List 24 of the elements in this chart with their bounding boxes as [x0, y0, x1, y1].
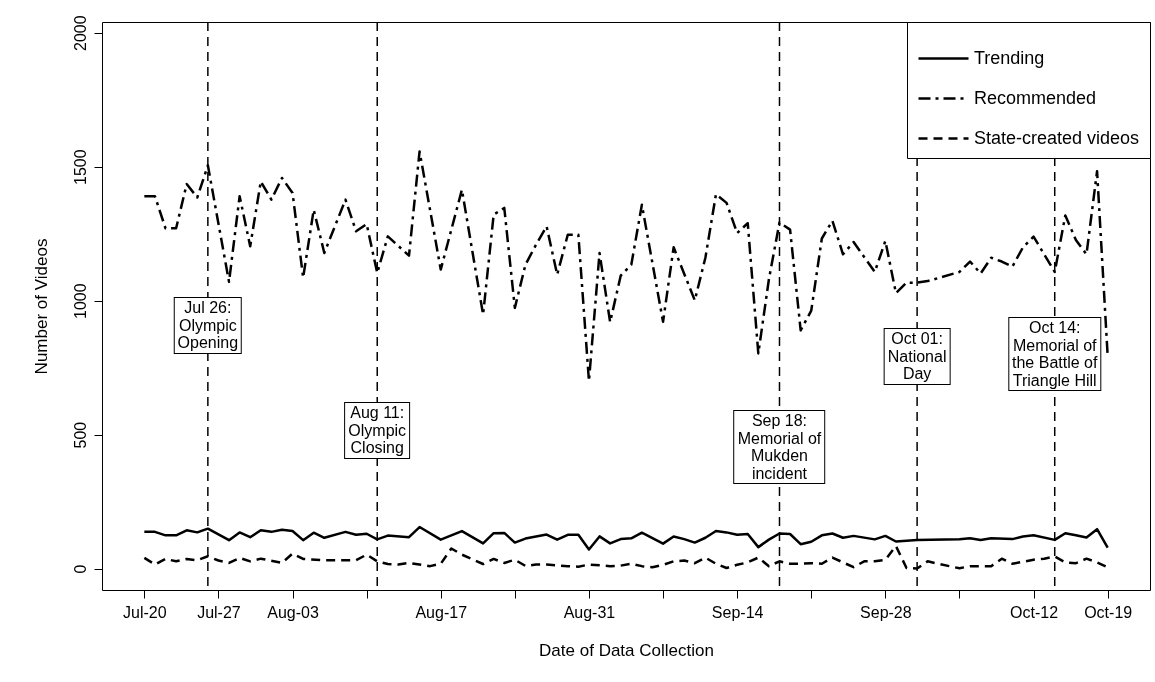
- ref-line-label: Sep 18: Memorial of Mukden incident: [733, 410, 826, 485]
- x-tick-label: Oct-19: [1084, 603, 1133, 621]
- y-tick-label: 2000: [71, 15, 89, 52]
- ref-line-label: Oct 14: Memorial of the Battle of Triangle Hill: [1008, 317, 1102, 392]
- y-tick-label: 1500: [71, 149, 89, 185]
- x-tick-label: Oct-12: [1010, 603, 1059, 621]
- y-axis-title: Number of Videos: [31, 238, 51, 375]
- ref-line-label: Aug 11: Olympic Closing: [344, 402, 411, 459]
- y-tick-label: 1000: [71, 283, 89, 319]
- x-tick-label: Aug-31: [563, 603, 616, 621]
- x-tick-label: Jul-27: [197, 603, 241, 621]
- y-tick-label: 0: [71, 564, 89, 574]
- x-tick-label: Aug-17: [415, 603, 468, 621]
- legend-label: State-created videos: [974, 127, 1140, 148]
- legend-label: Recommended: [974, 87, 1097, 108]
- ref-line-label: Jul 26: Olympic Opening: [173, 297, 243, 354]
- y-tick-label: 500: [71, 421, 89, 449]
- x-axis-title: Date of Data Collection: [539, 640, 714, 660]
- x-tick-label: Sep-14: [711, 603, 764, 621]
- x-tick-label: Sep-28: [860, 603, 912, 621]
- x-tick-label: Aug-03: [267, 603, 319, 621]
- x-tick-label: Jul-20: [123, 603, 167, 621]
- legend-label: Trending: [974, 47, 1045, 68]
- ref-line-label: Oct 01: National Day: [883, 328, 951, 385]
